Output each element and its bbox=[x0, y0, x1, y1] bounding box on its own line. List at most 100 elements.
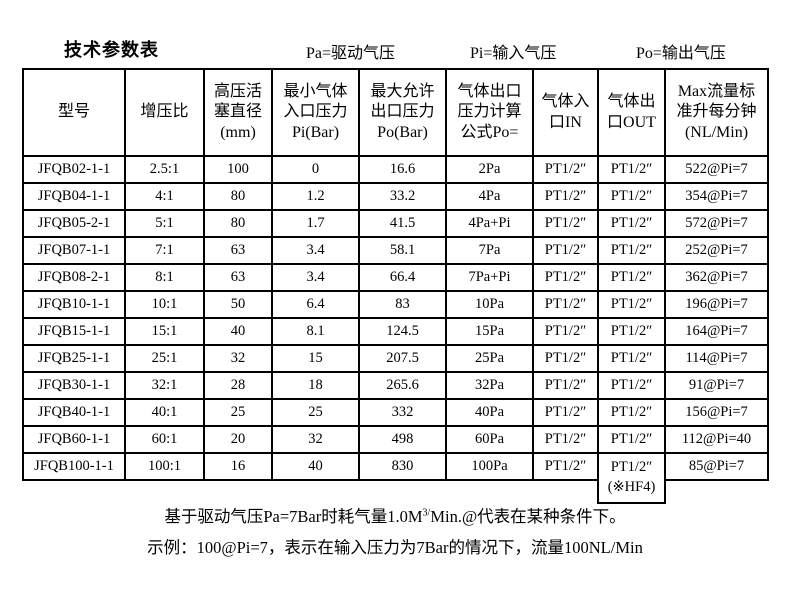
table-cell: JFQB25-1-1 bbox=[22, 344, 126, 373]
table-cell: PT1/2″ bbox=[597, 398, 666, 427]
table-cell: 41.5 bbox=[358, 209, 447, 238]
footnote-example: 示例：100@Pi=7，表示在输入压力为7Bar的情况下，流量100NL/Min bbox=[147, 537, 643, 557]
table-cell: 15Pa bbox=[445, 317, 534, 346]
table-cell: 100Pa bbox=[445, 452, 534, 481]
out-port-value: PT1/2″ bbox=[610, 459, 653, 476]
table-cell: 830 bbox=[358, 452, 447, 481]
table-cell: PT1/2″ bbox=[532, 344, 599, 373]
table-cell: 4:1 bbox=[124, 182, 205, 211]
table-row: JFQB05-2-1 5:1 80 1.7 41.5 4Pa+Pi PT1/2″ PT1/2″… bbox=[22, 209, 769, 238]
table-cell: 32:1 bbox=[124, 371, 205, 400]
table-row: JFQB25-1-1 25:1 32 15 207.5 25Pa PT1/2″ PT1/2″ 1… bbox=[22, 344, 769, 373]
table-row: JFQB15-1-1 15:1 40 8.1 124.5 15Pa PT1/2″ PT1/2″… bbox=[22, 317, 769, 346]
table-cell: 32 bbox=[203, 344, 273, 373]
table-cell: 15 bbox=[271, 344, 360, 373]
table-cell: PT1/2″ bbox=[532, 209, 599, 238]
header-cell-boost-ratio: 增压比 bbox=[124, 68, 205, 157]
table-cell: 100 bbox=[203, 155, 273, 184]
table-row: JFQB30-1-1 32:1 28 18 265.6 32Pa PT1/2″ PT1/2″ 9… bbox=[22, 371, 769, 400]
table-cell: 40:1 bbox=[124, 398, 205, 427]
table-cell: 572@Pi=7 bbox=[664, 209, 769, 238]
table-cell: 80 bbox=[203, 209, 273, 238]
table-cell: 60:1 bbox=[124, 425, 205, 454]
table-cell: PT1/2″ bbox=[597, 209, 666, 238]
table-cell: 58.1 bbox=[358, 236, 447, 265]
table-cell: JFQB07-1-1 bbox=[22, 236, 126, 265]
table-cell: PT1/2″ bbox=[532, 182, 599, 211]
table-cell: 114@Pi=7 bbox=[664, 344, 769, 373]
table-cell: PT1/2″ bbox=[597, 182, 666, 211]
table-cell: JFQB100-1-1 bbox=[22, 452, 126, 481]
table-cell: 3.4 bbox=[271, 236, 360, 265]
table-cell: 8:1 bbox=[124, 263, 205, 292]
table-cell: 25 bbox=[203, 398, 273, 427]
table-row: JFQB10-1-1 10:1 50 6.4 83 10Pa PT1/2″ PT1/2″ 196… bbox=[22, 290, 769, 319]
table-cell: 40 bbox=[203, 317, 273, 346]
footnotes: 基于驱动气压Pa=7Bar时耗气量1.0M3/Min.@代表在某种条件下。 示例… bbox=[0, 502, 790, 563]
table-cell: PT1/2″ bbox=[597, 155, 666, 184]
table-cell: 112@Pi=40 bbox=[664, 425, 769, 454]
table-cell: 164@Pi=7 bbox=[664, 317, 769, 346]
table-cell: 33.2 bbox=[358, 182, 447, 211]
table-cell: PT1/2″ bbox=[532, 317, 599, 346]
table-cell: 498 bbox=[358, 425, 447, 454]
header-cell-max-outlet-pressure: 最大允许 出口压力 Po(Bar) bbox=[358, 68, 447, 157]
table-cell: 66.4 bbox=[358, 263, 447, 292]
table-cell: 522@Pi=7 bbox=[664, 155, 769, 184]
footnote-consumption-text: 基于驱动气压Pa=7Bar时耗气量1.0M bbox=[164, 507, 423, 526]
table-cell: 5:1 bbox=[124, 209, 205, 238]
table-cell: JFQB04-1-1 bbox=[22, 182, 126, 211]
table-cell: 2.5:1 bbox=[124, 155, 205, 184]
table-row: JFQB60-1-1 60:1 20 32 498 60Pa PT1/2″ PT1/2″ 112… bbox=[22, 425, 769, 454]
table-cell: 32Pa bbox=[445, 371, 534, 400]
table-cell: PT1/2″ bbox=[597, 371, 666, 400]
table-cell: PT1/2″ bbox=[597, 344, 666, 373]
table-cell: 196@Pi=7 bbox=[664, 290, 769, 319]
table-cell: 63 bbox=[203, 263, 273, 292]
table-cell: 83 bbox=[358, 290, 447, 319]
table-cell: 16 bbox=[203, 452, 273, 481]
table-cell: 7:1 bbox=[124, 236, 205, 265]
hf4-protruding-cell: PT1/2″ (※HF4) bbox=[597, 452, 666, 504]
table-cell: PT1/2″ bbox=[532, 371, 599, 400]
table-cell: 1.2 bbox=[271, 182, 360, 211]
table-cell: 85@Pi=7 bbox=[664, 452, 769, 481]
header-cell-model: 型号 bbox=[22, 68, 126, 157]
table-row: JFQB40-1-1 40:1 25 25 332 40Pa PT1/2″ PT1/2″ 156… bbox=[22, 398, 769, 427]
table-cell: 18 bbox=[271, 371, 360, 400]
table-cell: 362@Pi=7 bbox=[664, 263, 769, 292]
table-cell: 7Pa bbox=[445, 236, 534, 265]
table-cell: PT1/2″ bbox=[532, 425, 599, 454]
table-row: JFQB100-1-1 100:1 16 40 830 100Pa PT1/2″ PT1/2″… bbox=[22, 452, 769, 504]
table-row: JFQB08-2-1 8:1 63 3.4 66.4 7Pa+Pi PT1/2″ PT1/2″… bbox=[22, 263, 769, 292]
table-cell: JFQB10-1-1 bbox=[22, 290, 126, 319]
table-cell: 32 bbox=[271, 425, 360, 454]
table-row: JFQB04-1-1 4:1 80 1.2 33.2 4Pa PT1/2″ PT1/2″ 354… bbox=[22, 182, 769, 211]
table-cell: PT1/2″ bbox=[597, 236, 666, 265]
table-cell: 1.7 bbox=[271, 209, 360, 238]
spec-table: 型号 增压比 高压活 塞直径 (mm) 最小气体 入口压力 Pi(Bar) 最大… bbox=[22, 68, 769, 504]
table-cell: 252@Pi=7 bbox=[664, 236, 769, 265]
table-cell: PT1/2″ bbox=[532, 290, 599, 319]
table-cell: 354@Pi=7 bbox=[664, 182, 769, 211]
table-cell: PT1/2″ bbox=[532, 398, 599, 427]
table-cell: 91@Pi=7 bbox=[664, 371, 769, 400]
header-cell-gas-inlet: 气体入 口IN bbox=[532, 68, 599, 157]
table-cell: 10Pa bbox=[445, 290, 534, 319]
table-cell: 60Pa bbox=[445, 425, 534, 454]
table-body: JFQB02-1-1 2.5:1 100 0 16.6 2Pa PT1/2″ PT1/2″ 52… bbox=[22, 155, 769, 504]
table-cell: JFQB08-2-1 bbox=[22, 263, 126, 292]
table-cell: 15:1 bbox=[124, 317, 205, 346]
table-cell: PT1/2″ bbox=[532, 236, 599, 265]
table-cell: PT1/2″ bbox=[597, 290, 666, 319]
table-cell: 2Pa bbox=[445, 155, 534, 184]
table-cell: JFQB30-1-1 bbox=[22, 371, 126, 400]
legend-pi-input-pressure: Pi=输入气压 bbox=[470, 45, 557, 62]
table-row: JFQB02-1-1 2.5:1 100 0 16.6 2Pa PT1/2″ PT1/2″ 52… bbox=[22, 155, 769, 184]
table-cell: 80 bbox=[203, 182, 273, 211]
table-cell: JFQB02-1-1 bbox=[22, 155, 126, 184]
footnote-consumption-tail: Min.@代表在某种条件下。 bbox=[430, 507, 626, 526]
table-cell: 124.5 bbox=[358, 317, 447, 346]
legend-pa-drive-pressure: Pa=驱动气压 bbox=[306, 45, 396, 62]
table-cell: 4Pa bbox=[445, 182, 534, 211]
